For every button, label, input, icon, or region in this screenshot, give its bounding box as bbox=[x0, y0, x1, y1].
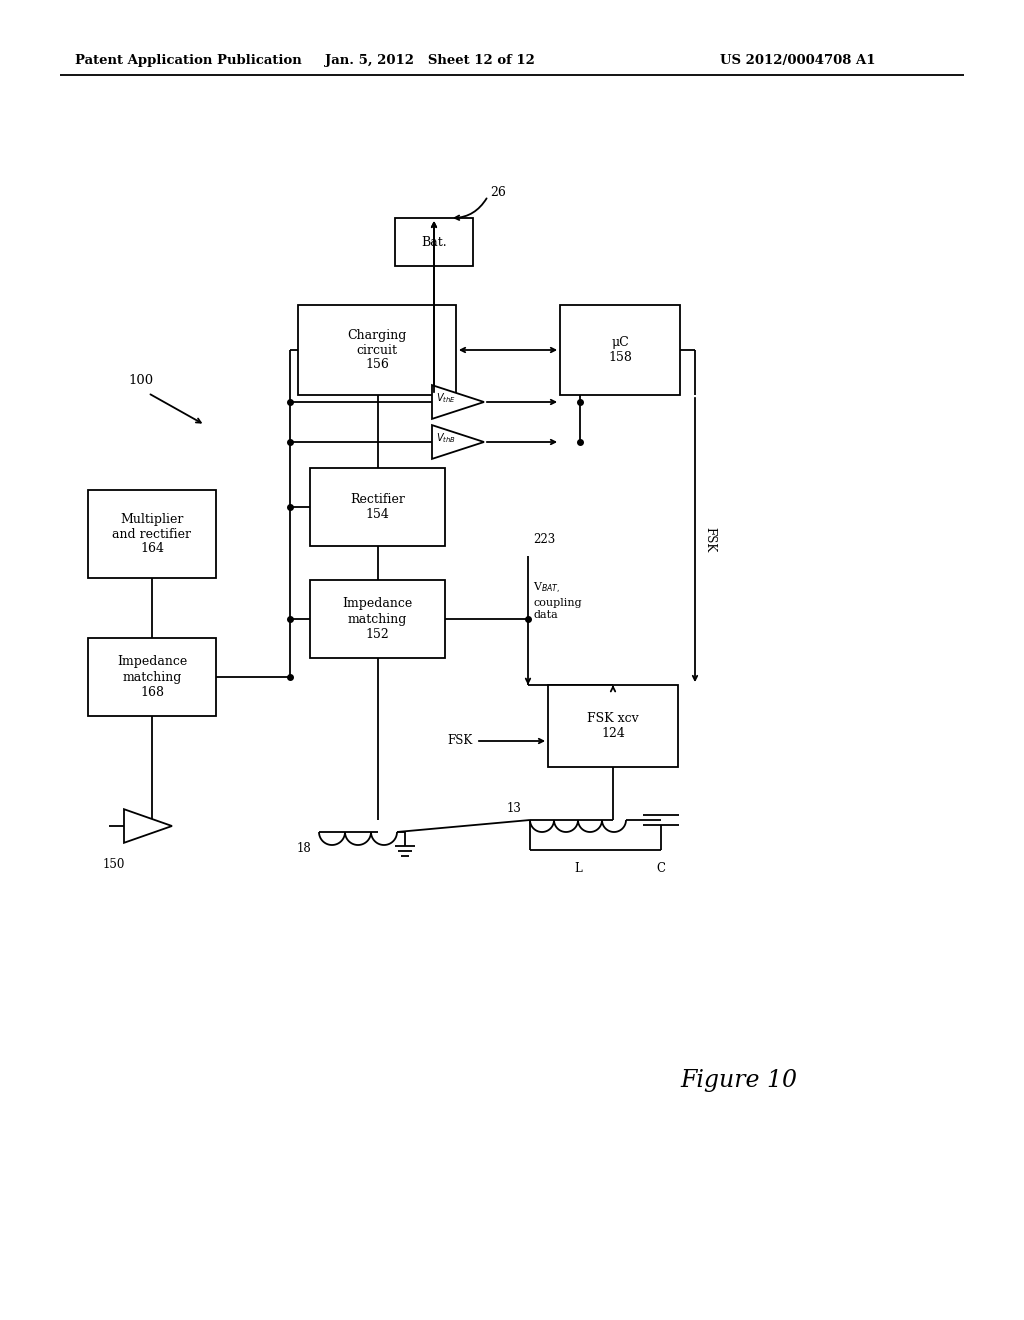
Bar bbox=[298, 305, 456, 395]
Text: C: C bbox=[656, 862, 666, 875]
Text: 150: 150 bbox=[102, 858, 125, 871]
Text: FSK: FSK bbox=[703, 528, 716, 553]
Bar bbox=[310, 579, 445, 657]
Text: Bat.: Bat. bbox=[421, 235, 446, 248]
Text: L: L bbox=[574, 862, 582, 875]
Text: μC
158: μC 158 bbox=[608, 337, 632, 364]
Text: Jan. 5, 2012   Sheet 12 of 12: Jan. 5, 2012 Sheet 12 of 12 bbox=[325, 54, 535, 66]
Text: 223: 223 bbox=[534, 533, 555, 546]
Bar bbox=[560, 305, 680, 395]
Bar bbox=[310, 469, 445, 546]
Text: Patent Application Publication: Patent Application Publication bbox=[75, 54, 302, 66]
Text: Impedance
matching
168: Impedance matching 168 bbox=[117, 656, 187, 698]
Text: V$_{BAT,}$
coupling
data: V$_{BAT,}$ coupling data bbox=[534, 581, 582, 619]
Text: Charging
circuit
156: Charging circuit 156 bbox=[347, 329, 407, 371]
Bar bbox=[395, 218, 473, 267]
Text: $V_{thE}$: $V_{thE}$ bbox=[436, 391, 456, 405]
Bar bbox=[548, 685, 678, 767]
Text: 13: 13 bbox=[507, 801, 522, 814]
Text: 100: 100 bbox=[128, 374, 154, 387]
Text: US 2012/0004708 A1: US 2012/0004708 A1 bbox=[720, 54, 876, 66]
Bar bbox=[88, 490, 216, 578]
Text: Rectifier
154: Rectifier 154 bbox=[350, 492, 404, 521]
Text: 26: 26 bbox=[490, 186, 506, 198]
Text: Impedance
matching
152: Impedance matching 152 bbox=[342, 598, 413, 640]
Text: 18: 18 bbox=[296, 842, 311, 855]
Text: $V_{thB}$: $V_{thB}$ bbox=[436, 432, 456, 445]
Polygon shape bbox=[432, 385, 484, 418]
Polygon shape bbox=[432, 425, 484, 459]
Text: Multiplier
and rectifier
164: Multiplier and rectifier 164 bbox=[113, 512, 191, 556]
Polygon shape bbox=[124, 809, 172, 842]
Text: Figure 10: Figure 10 bbox=[680, 1068, 797, 1092]
Text: FSK: FSK bbox=[447, 734, 473, 747]
Bar bbox=[88, 638, 216, 715]
Text: FSK xcv
124: FSK xcv 124 bbox=[587, 711, 639, 741]
